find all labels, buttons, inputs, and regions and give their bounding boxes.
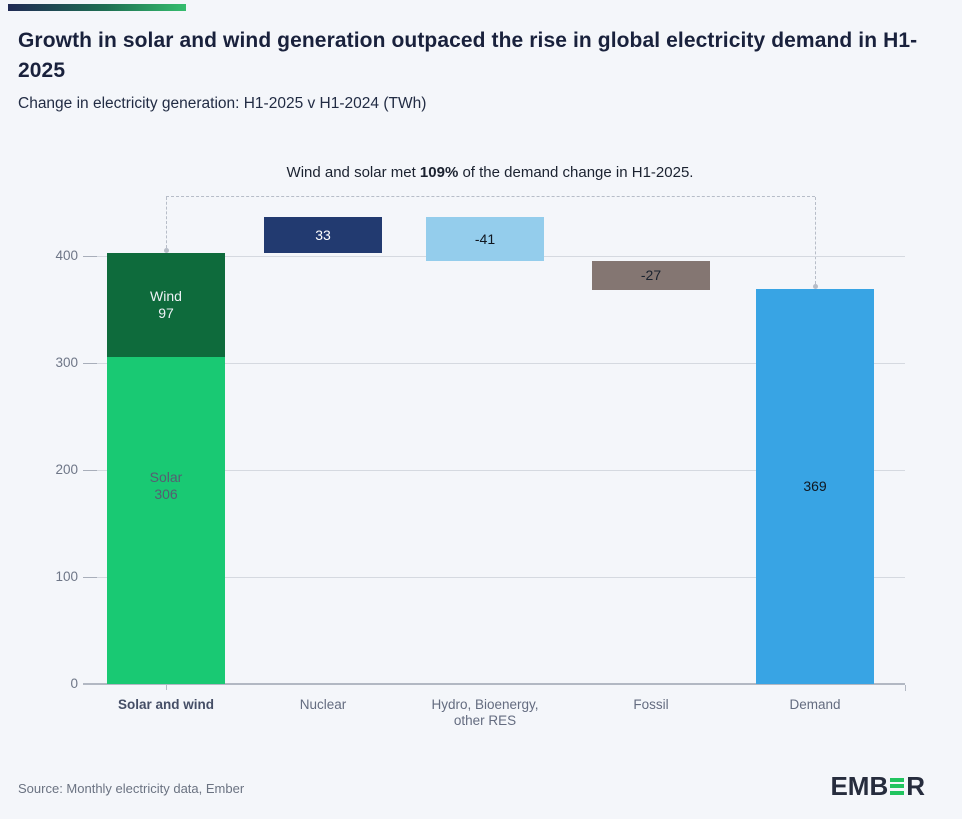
bar-label-solar: Solar 306 (149, 469, 183, 503)
y-axis-label-400: 400 (55, 248, 78, 263)
bar-segment-hydro-bioenergy-other-res (426, 217, 544, 262)
annotation-connector-left (166, 197, 167, 248)
x-axis-tick-end (905, 685, 906, 691)
annotation-suffix: of the demand change in H1-2025. (458, 164, 694, 181)
bar-segment-fossil (592, 261, 710, 291)
ember-logo-bars-icon (890, 777, 905, 795)
bar-segment-nuclear (264, 217, 382, 253)
category-label-fossil: Fossil (633, 697, 669, 712)
bar-label-nuclear: 33 (315, 226, 331, 243)
category-label-hydro-bioenergy-other-res: Hydro, Bioenergy, other RES (431, 697, 539, 728)
page-title: Growth in solar and wind generation outp… (18, 29, 918, 82)
category-label-nuclear: Nuclear (299, 697, 347, 712)
bar-label-hydro-bioenergy-other-res: -41 (474, 230, 496, 247)
bar-segment-solar (107, 356, 225, 684)
annotation-prefix: Wind and solar met (286, 164, 420, 181)
connector-dot-left (164, 248, 169, 253)
category-label-solar-and-wind: Solar and wind (117, 697, 214, 712)
chart-subtitle: Change in electricity generation: H1-202… (18, 95, 427, 112)
x-axis-tick-first (166, 685, 167, 690)
ember-logo: EMB R (830, 773, 925, 799)
category-label-demand: Demand (789, 697, 841, 712)
bar-label-demand: 369 (803, 478, 827, 495)
bar-label-wind: Wind 97 (150, 287, 182, 321)
bar-segment-demand (756, 289, 874, 684)
y-tick-100 (83, 576, 97, 578)
logo-text-start: EMB (830, 771, 889, 801)
annotation-connector-top (166, 196, 815, 197)
connector-dot-right (813, 284, 818, 289)
annotation-connector-right (815, 197, 816, 284)
y-axis-label-100: 100 (55, 569, 78, 584)
y-tick-300 (83, 362, 97, 364)
logo-text-end: R (906, 771, 925, 801)
y-axis-label-200: 200 (55, 462, 78, 477)
x-axis-line (83, 683, 905, 685)
annotation-text: Wind and solar met 109% of the demand ch… (165, 164, 815, 181)
source-note: Source: Monthly electricity data, Ember (18, 781, 245, 796)
bar-label-fossil: -27 (640, 267, 662, 284)
y-tick-400 (83, 255, 97, 257)
gridline-300 (83, 362, 905, 364)
brand-accent-bar (8, 4, 186, 11)
y-tick-200 (83, 469, 97, 471)
gridline-100 (83, 576, 905, 578)
gridline-200 (83, 469, 905, 471)
y-axis-label-300: 300 (55, 355, 78, 370)
y-axis-label-0: 0 (70, 676, 78, 691)
annotation-highlight: 109% (419, 164, 459, 181)
bar-segment-wind (107, 252, 225, 357)
